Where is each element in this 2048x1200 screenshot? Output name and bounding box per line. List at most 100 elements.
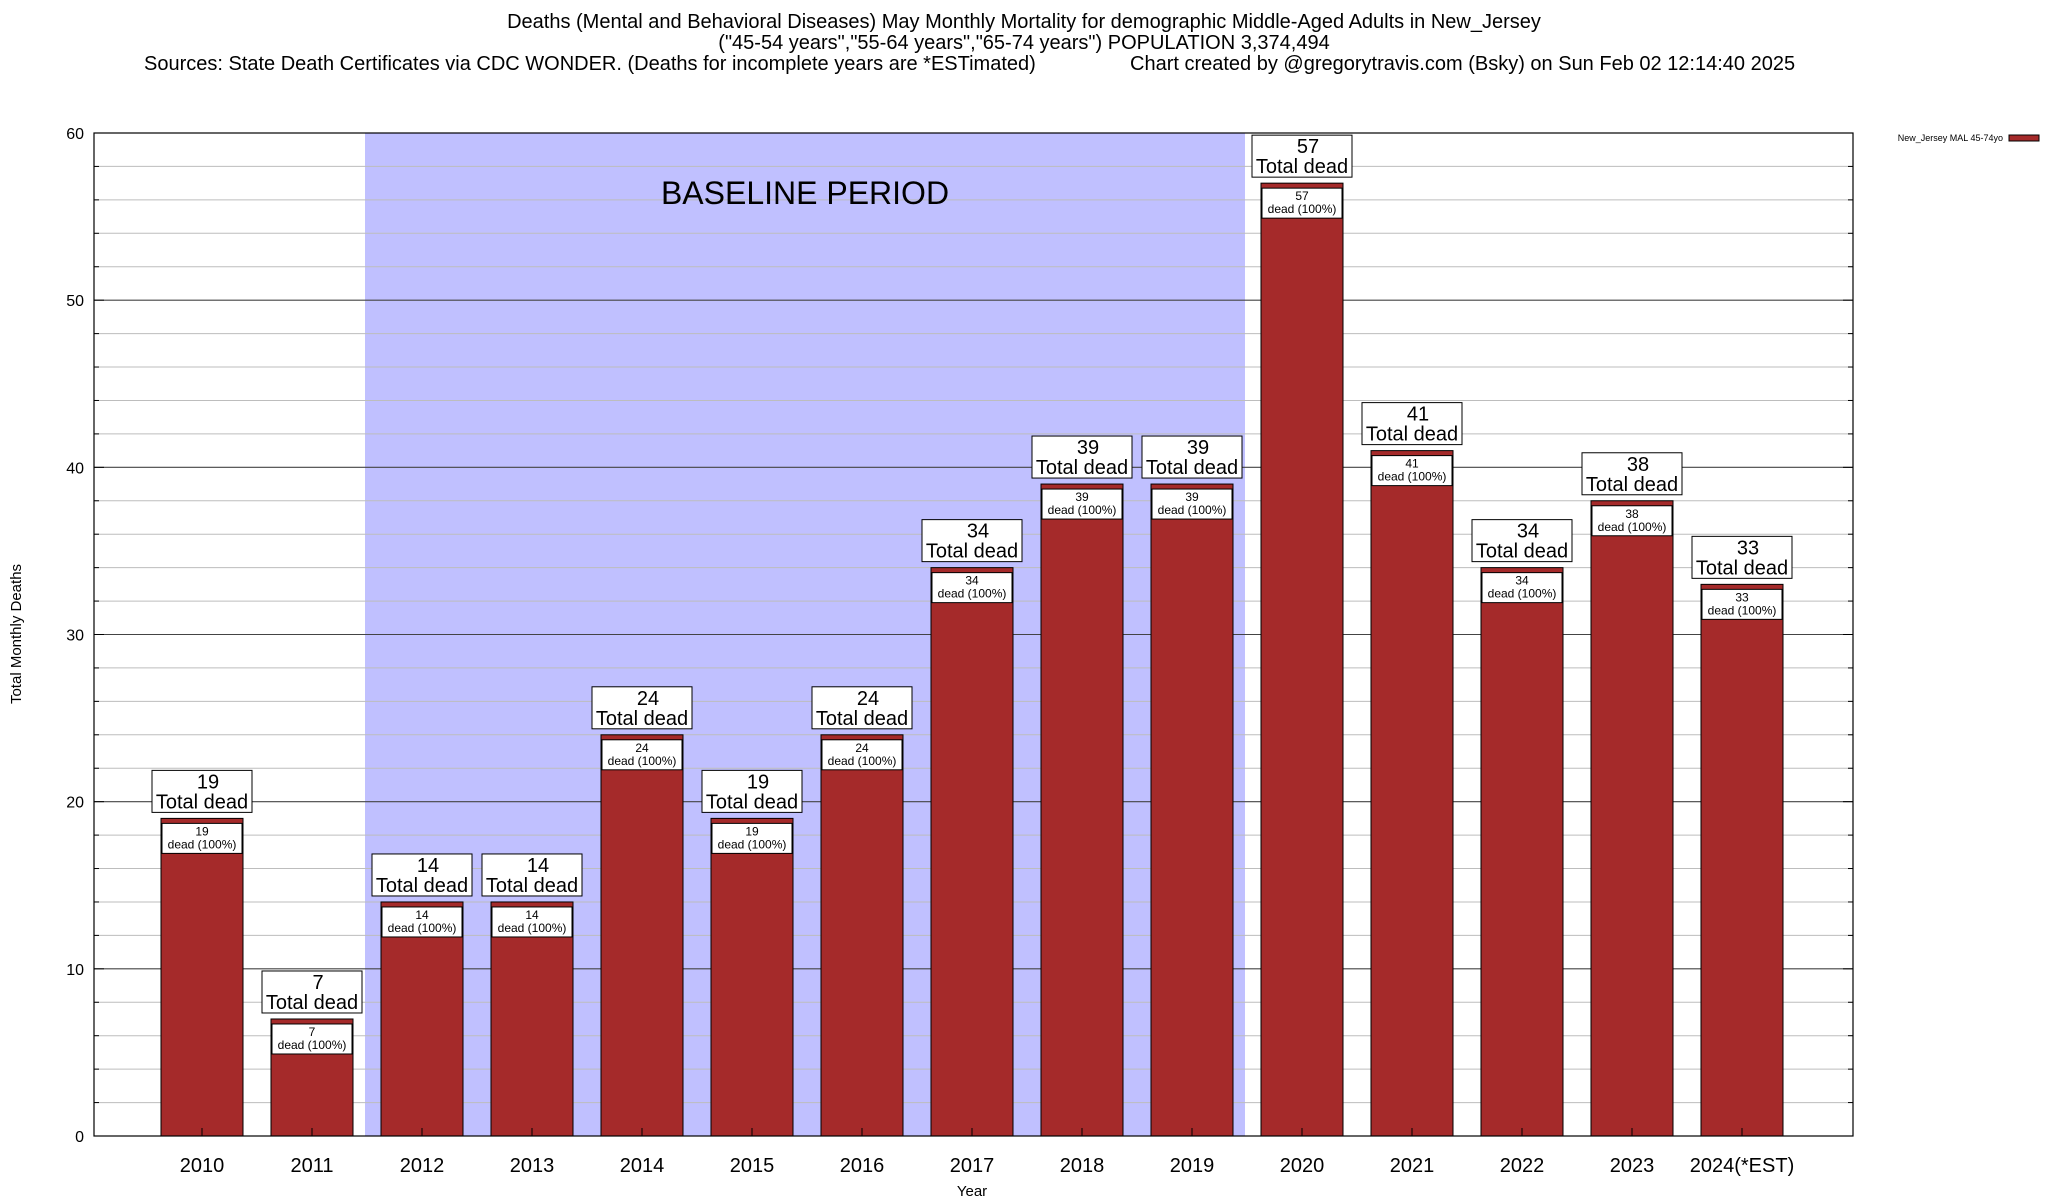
x-tick-label: 2024(*EST) bbox=[1690, 1155, 1795, 1177]
chart-title-block: Deaths (Mental and Behavioral Diseases) … bbox=[0, 12, 2048, 54]
bar-total-label-box bbox=[1691, 535, 1793, 579]
bar-total-label: Total dead bbox=[1256, 156, 1348, 178]
bar-total-label: Total dead bbox=[1366, 424, 1458, 446]
y-tick-label: 50 bbox=[66, 293, 84, 310]
x-tick-label: 2010 bbox=[180, 1155, 225, 1177]
bar-inner-value: 14 bbox=[415, 908, 429, 922]
y-tick-label: 60 bbox=[66, 126, 84, 143]
bar-total-value: 39 bbox=[1187, 437, 1209, 459]
bar-total-label: Total dead bbox=[816, 708, 908, 730]
bar-total-label-box bbox=[481, 853, 583, 897]
bar-total-label-box bbox=[371, 853, 473, 897]
bar-inner-label-box bbox=[491, 906, 573, 938]
bar-inner-label: dead (100%) bbox=[1158, 503, 1227, 517]
bar-total-label: Total dead bbox=[1586, 474, 1678, 496]
bar-total-value: 14 bbox=[527, 855, 549, 877]
bar-total-label-box bbox=[1141, 435, 1243, 479]
bar-total-value: 41 bbox=[1407, 404, 1429, 426]
bar bbox=[1590, 500, 1674, 1137]
x-tick-label: 2019 bbox=[1170, 1155, 1215, 1177]
x-tick-label: 2013 bbox=[510, 1155, 555, 1177]
chart-sources: Sources: State Death Certificates via CD… bbox=[144, 53, 1036, 75]
baseline-label: BASELINE PERIOD bbox=[661, 175, 949, 211]
bar-inner-label: dead (100%) bbox=[608, 754, 677, 768]
bar-inner-label-box bbox=[381, 906, 463, 938]
bar-inner-label-box bbox=[1701, 588, 1783, 620]
bar-total-label: Total dead bbox=[1696, 557, 1788, 579]
bar-inner-value: 39 bbox=[1185, 490, 1199, 504]
bar-inner-value: 34 bbox=[1515, 574, 1529, 588]
x-tick-label: 2015 bbox=[730, 1155, 775, 1177]
bar-inner-label-box bbox=[1041, 488, 1123, 520]
bar bbox=[1700, 583, 1784, 1137]
bar-inner-label: dead (100%) bbox=[498, 921, 567, 935]
bar-inner-label: dead (100%) bbox=[1378, 470, 1447, 484]
bar-total-label: Total dead bbox=[376, 875, 468, 897]
bar-total-label-box bbox=[1471, 519, 1573, 563]
bar-inner-value: 57 bbox=[1295, 189, 1309, 203]
bar-inner-label: dead (100%) bbox=[1048, 503, 1117, 517]
x-tick-label: 2021 bbox=[1390, 1155, 1435, 1177]
bar-total-value: 38 bbox=[1627, 454, 1649, 476]
bar-total-value: 24 bbox=[637, 688, 659, 710]
bar-total-label-box bbox=[921, 519, 1023, 563]
bar-total-label-box bbox=[591, 686, 693, 730]
bar-total-value: 19 bbox=[747, 771, 769, 793]
bar-inner-value: 19 bbox=[745, 824, 759, 838]
bar-total-label: Total dead bbox=[1146, 457, 1238, 479]
bar-total-label: Total dead bbox=[596, 708, 688, 730]
bar bbox=[1040, 483, 1124, 1137]
bar-inner-label-box bbox=[1591, 505, 1673, 537]
x-tick-label: 2011 bbox=[290, 1155, 333, 1177]
x-tick-label: 2017 bbox=[950, 1155, 995, 1177]
bar-inner-label-box bbox=[711, 822, 793, 854]
bar-total-label: Total dead bbox=[486, 875, 578, 897]
bar-inner-label: dead (100%) bbox=[278, 1038, 347, 1052]
x-axis-title: Year bbox=[957, 1183, 987, 1200]
bar-inner-value: 41 bbox=[1405, 457, 1419, 471]
bar-inner-value: 34 bbox=[965, 574, 979, 588]
bar-inner-label: dead (100%) bbox=[1598, 520, 1667, 534]
bar-inner-value: 24 bbox=[635, 741, 649, 755]
bar-total-label: Total dead bbox=[1476, 541, 1568, 563]
bar-inner-label: dead (100%) bbox=[938, 587, 1007, 601]
chart-subtitle: ("45-54 years","55-64 years","65-74 year… bbox=[718, 32, 1330, 54]
bar-total-value: 14 bbox=[417, 855, 439, 877]
bar-total-label: Total dead bbox=[266, 992, 358, 1014]
bar-inner-label: dead (100%) bbox=[1488, 587, 1557, 601]
bar-total-value: 39 bbox=[1077, 437, 1099, 459]
bar bbox=[160, 817, 244, 1137]
bar-total-value: 34 bbox=[1517, 521, 1539, 543]
bar bbox=[1370, 450, 1454, 1137]
bar-total-label-box bbox=[261, 970, 363, 1014]
bar-inner-label-box bbox=[1481, 572, 1563, 604]
bar-inner-label-box bbox=[161, 822, 243, 854]
x-tick-label: 2014 bbox=[620, 1155, 665, 1177]
bar bbox=[710, 817, 794, 1137]
bar-inner-label-box bbox=[1151, 488, 1233, 520]
bar-inner-label-box bbox=[271, 1023, 353, 1055]
bar bbox=[600, 734, 684, 1137]
bar-total-label: Total dead bbox=[706, 791, 798, 813]
bar-total-label: Total dead bbox=[156, 791, 248, 813]
x-tick-label: 2016 bbox=[840, 1155, 885, 1177]
bar-total-label-box bbox=[701, 769, 803, 813]
legend-label: New_Jersey MAL 45-74yo bbox=[1898, 133, 2003, 143]
bar bbox=[930, 567, 1014, 1137]
bar-total-label-box bbox=[151, 769, 253, 813]
bar-total-label-box bbox=[1581, 452, 1683, 496]
bar bbox=[1260, 182, 1344, 1137]
bar bbox=[1480, 567, 1564, 1137]
bar bbox=[1150, 483, 1234, 1137]
bar-inner-label-box bbox=[1371, 455, 1453, 487]
y-tick-label: 30 bbox=[66, 628, 84, 645]
bar-total-label-box bbox=[811, 686, 913, 730]
bar bbox=[380, 901, 464, 1137]
bar-inner-value: 14 bbox=[525, 908, 539, 922]
chart-title: Deaths (Mental and Behavioral Diseases) … bbox=[507, 11, 1541, 33]
bar-inner-value: 33 bbox=[1735, 590, 1749, 604]
bar bbox=[490, 901, 574, 1137]
bar-total-label-box bbox=[1031, 435, 1133, 479]
bar-inner-value: 24 bbox=[855, 741, 869, 755]
